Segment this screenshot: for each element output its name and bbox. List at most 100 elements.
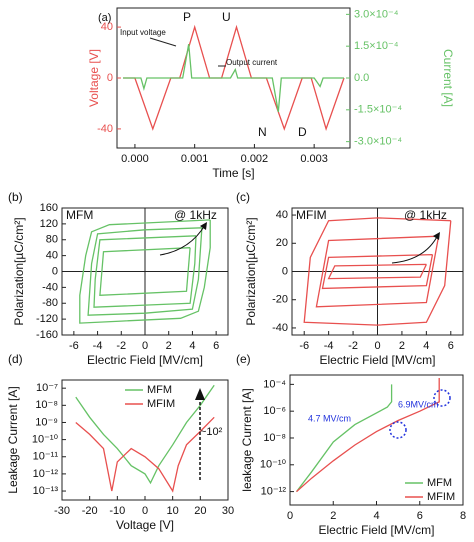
series-line [296, 378, 440, 493]
annotation: (d) [8, 352, 23, 366]
x-tick-label: 4 [189, 340, 195, 352]
annotation: Input voltage [120, 28, 166, 37]
y-tick-label: 20 [276, 237, 288, 249]
x-tick-label: -10 [109, 505, 125, 517]
series-line [327, 263, 427, 280]
x-tick-label: 2 [330, 510, 336, 522]
y2-tick-label: -1.5×10⁻⁴ [354, 104, 402, 116]
x-tick-label: -4 [93, 340, 103, 352]
y-tick-label: 10⁻⁴ [263, 378, 286, 390]
y-tick-label: 10⁻¹² [261, 486, 287, 498]
series-line [295, 384, 393, 492]
y2-tick-label: 0.0 [354, 72, 369, 84]
series-line [79, 219, 211, 324]
legend-label: MFM [147, 384, 172, 396]
marker-circle [389, 421, 407, 439]
annotation: MFIM [296, 208, 327, 222]
x-tick-label: 6 [213, 340, 219, 352]
x-tick-label: -4 [324, 340, 334, 352]
annotation: (c) [236, 190, 250, 204]
y-tick-label: 40 [46, 250, 58, 262]
marker-circle [433, 389, 451, 407]
y-tick-label: 10⁻⁶ [263, 405, 286, 417]
annotation: @ 1kHz [404, 208, 447, 222]
arrow [149, 37, 177, 47]
y-tick-label: -120 [36, 313, 58, 325]
y-tick-label: 0 [282, 265, 288, 277]
y-axis-title: Leakage Current [A] [6, 386, 20, 493]
y-tick-label: -40 [272, 322, 288, 334]
x-tick-label: -30 [54, 505, 70, 517]
x-tick-label: 20 [194, 505, 206, 517]
series-line [123, 43, 344, 113]
annotation: Output current [226, 58, 278, 67]
series-line [87, 227, 203, 316]
series-line [75, 416, 215, 493]
arrow-head [433, 232, 440, 240]
y-axis-title: Polarization[µC/cm²] [244, 217, 258, 325]
y2-tick-label: 3.0×10⁻⁴ [354, 8, 399, 20]
x-tick-label: 0 [142, 340, 148, 352]
x-tick-label: 30 [222, 505, 234, 517]
annotation: MFM [66, 208, 93, 222]
y-tick-label: 10⁻⁸ [263, 432, 286, 444]
x-tick-label: 8 [460, 510, 466, 522]
y-tick-label: 10⁻¹¹ [33, 451, 59, 463]
x-tick-label: 0 [374, 340, 380, 352]
y-axis-title: Voltage [V] [87, 49, 101, 107]
y-tick-label: -20 [272, 294, 288, 306]
x-axis-title: Time [s] [212, 166, 254, 180]
legend-label: MFM [427, 477, 452, 489]
series-line [99, 247, 191, 296]
x-tick-label: -6 [69, 340, 79, 352]
y-tick-label: 10⁻⁹ [35, 416, 58, 428]
x-tick-label: 10 [167, 505, 179, 517]
series-line [75, 384, 215, 485]
y-tick-label: 40 [276, 209, 288, 221]
annotation: D [298, 125, 307, 139]
y-tick-label: 80 [46, 234, 58, 246]
y2-tick-label: 1.5×10⁻⁴ [354, 40, 399, 52]
x-tick-label: -2 [116, 340, 126, 352]
x-axis-title: Electric Field [MV/cm] [318, 523, 434, 537]
series-line [303, 217, 452, 326]
annotation: (b) [8, 190, 23, 204]
x-axis-title: Voltage [V] [116, 518, 174, 532]
curved-arrow [391, 234, 439, 264]
arrow-head [195, 388, 205, 400]
legend-label: MFIM [427, 491, 455, 503]
series-line [315, 235, 440, 308]
y-tick-label: -40 [42, 281, 58, 293]
annotation: ~10² [200, 426, 223, 438]
y-tick-label: -160 [36, 329, 58, 341]
y-tick-label: 10⁻⁸ [35, 399, 58, 411]
y2-axis-title: Current [A] [441, 49, 455, 107]
series-line [321, 253, 434, 290]
annotation: 4.7 MV/cm [308, 413, 351, 423]
x-tick-label: 2 [166, 340, 172, 352]
y-tick-label: 10⁻¹⁰ [32, 434, 59, 446]
y-axis-title: Polarization[µC/cm²] [12, 217, 26, 325]
x-axis-title: Electric Field [MV/cm] [319, 353, 435, 367]
x-tick-label: 0.002 [241, 153, 269, 165]
x-tick-label: 6 [417, 510, 423, 522]
x-tick-label: 0.003 [300, 153, 328, 165]
x-axis-title: Electric Field [MV/cm] [87, 353, 203, 367]
y-tick-label: 10⁻¹³ [33, 485, 59, 497]
annotation: U [222, 10, 231, 24]
annotation: P [183, 10, 191, 24]
annotation: (e) [236, 352, 251, 366]
y-tick-label: -40 [97, 123, 113, 135]
x-tick-label: 2 [399, 340, 405, 352]
y-tick-label: 10⁻⁷ [36, 382, 58, 394]
curved-arrow [159, 224, 206, 256]
y-tick-label: 120 [40, 218, 58, 230]
x-tick-label: 0 [142, 505, 148, 517]
y2-tick-label: -3.0×10⁻⁴ [354, 136, 402, 148]
x-tick-label: -6 [299, 340, 309, 352]
y-tick-label: 10⁻¹² [33, 468, 59, 480]
y-tick-label: -80 [42, 297, 58, 309]
y-tick-label: 160 [40, 202, 58, 214]
